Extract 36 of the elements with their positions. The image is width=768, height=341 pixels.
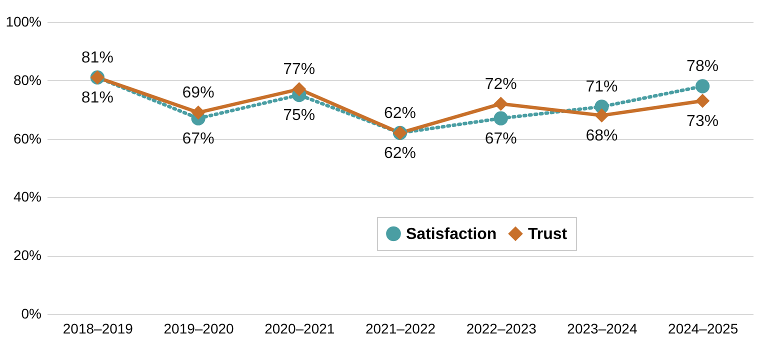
data-label: 71% (586, 78, 618, 96)
y-tick-label: 100% (6, 14, 42, 30)
legend-label: Trust (528, 226, 568, 243)
data-label: 62% (384, 104, 416, 122)
x-tick-label: 2018–2019 (62, 320, 134, 336)
data-label: 77% (283, 61, 316, 78)
data-label: 78% (686, 58, 719, 76)
y-tick-label: 80% (13, 72, 42, 88)
data-label: 67% (182, 130, 214, 148)
x-tick-label: 2021–2022 (365, 320, 436, 336)
y-tick-label: 60% (13, 130, 42, 146)
point (494, 96, 508, 111)
data-label: 75% (283, 107, 316, 124)
point (594, 108, 609, 123)
data-label: 62% (384, 144, 416, 162)
data-label: 69% (182, 84, 214, 102)
data-label: 81% (81, 49, 114, 66)
point (292, 82, 306, 96)
data-label: 73% (686, 112, 719, 130)
data-label: 81% (81, 89, 114, 106)
legend-label: Satisfaction (406, 226, 497, 243)
y-tick-label: 40% (13, 188, 42, 205)
x-tick-label: 2024–2025 (668, 320, 738, 336)
data-label: 72% (484, 76, 517, 93)
point (191, 105, 206, 120)
data-label: 68% (586, 127, 618, 144)
point (696, 94, 710, 108)
point (494, 111, 508, 126)
x-tick-label: 2020–2021 (264, 320, 335, 336)
data-label: 67% (484, 130, 517, 148)
y-tick-label: 0% (21, 306, 42, 322)
x-tick-label: 2022–2023 (466, 320, 537, 336)
y-tick-label: 20% (13, 247, 42, 264)
x-tick-label: 2023–2024 (567, 320, 638, 336)
point (696, 79, 710, 94)
x-tick-label: 2019–2020 (164, 320, 234, 336)
